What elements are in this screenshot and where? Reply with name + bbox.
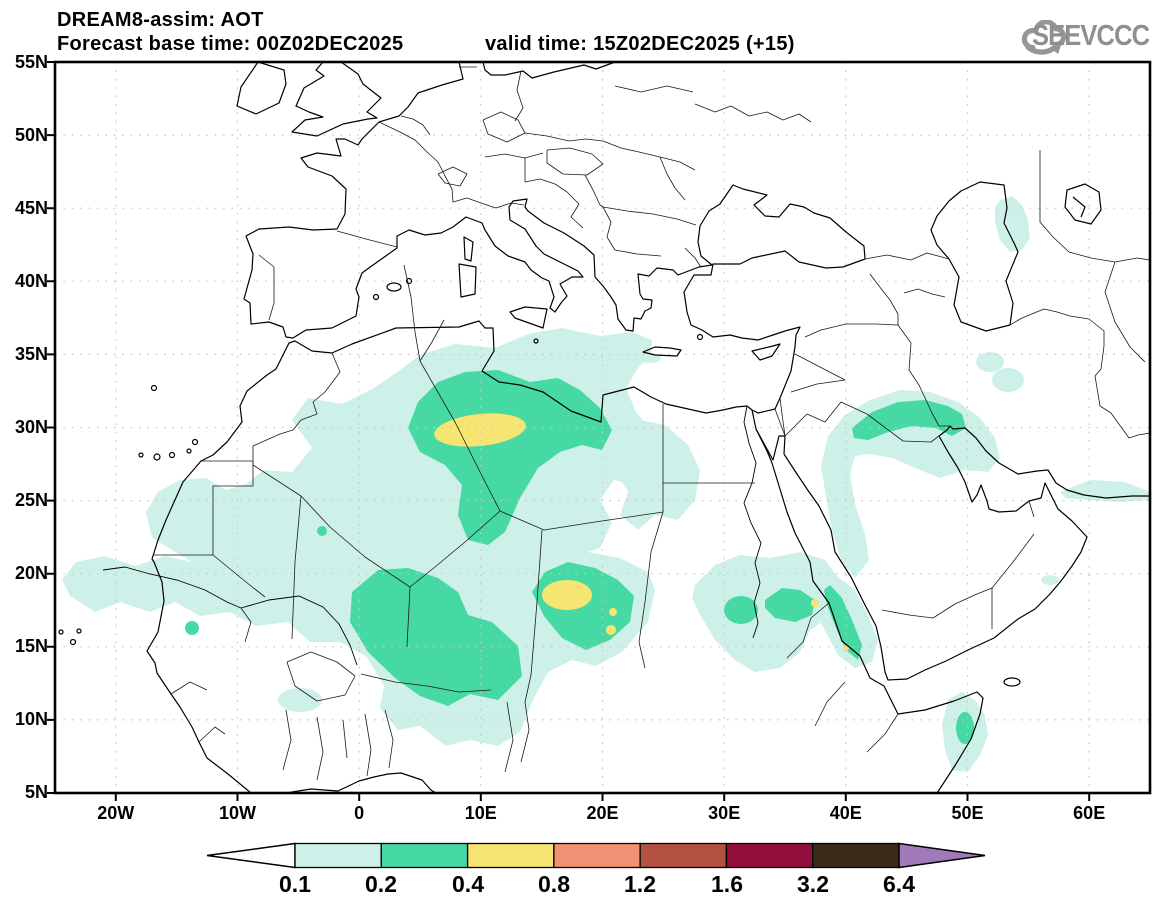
cb-label-6p4: 6.4 — [883, 871, 915, 897]
lon-label-60e: 60E — [1073, 803, 1106, 823]
country-borders — [154, 66, 1150, 781]
colorbar-seg-3 — [466, 842, 555, 869]
forecast-base-time: Forecast base time: 00Z02DEC2025 — [57, 33, 404, 55]
lat-label-35n: 35N — [14, 344, 48, 364]
logo-text: SEEVCCC — [1031, 20, 1150, 52]
colorbar-seg-2 — [380, 842, 469, 869]
cb-label-0p1: 0.1 — [279, 871, 311, 897]
aot-shade-0p1 — [62, 196, 1150, 772]
colorbar-left-arrow — [206, 842, 296, 869]
lat-label-30n: 30N — [14, 417, 48, 437]
lon-label-30e: 30E — [708, 803, 741, 823]
lon-label-20w: 20W — [97, 803, 135, 823]
cb-label-3p2: 3.2 — [797, 871, 829, 897]
lat-label-25n: 25N — [14, 490, 48, 510]
lon-label-10w: 10W — [218, 803, 257, 823]
lat-label-20n: 20N — [14, 563, 48, 583]
cb-label-0p2: 0.2 — [365, 871, 397, 897]
lat-label-5n: 5N — [24, 782, 48, 802]
lat-label-50n: 50N — [14, 125, 48, 145]
page-title: DREAM8-assim: AOT — [57, 9, 264, 31]
seevccc-logo: SEEVCCC — [1016, 20, 1150, 55]
lat-label-40n: 40N — [14, 271, 48, 291]
lon-label-10e: 10E — [464, 803, 497, 823]
lon-label-50e: 50E — [951, 803, 984, 823]
lon-label-0: 0 — [354, 803, 365, 823]
cb-label-0p8: 0.8 — [538, 871, 570, 897]
colorbar — [206, 842, 986, 869]
cb-label-1p2: 1.2 — [624, 871, 656, 897]
colorbar-seg-4 — [553, 842, 641, 869]
colorbar-seg-1 — [294, 842, 382, 869]
map-frame — [47, 60, 1152, 801]
coastlines — [58, 62, 1150, 793]
lat-label-55n: 55N — [14, 52, 48, 72]
lat-label-15n: 15N — [14, 636, 48, 656]
cb-label-1p6: 1.6 — [711, 871, 743, 897]
colorbar-seg-6 — [725, 842, 814, 869]
colorbar-right-arrow — [898, 842, 986, 869]
colorbar-seg-7 — [812, 842, 900, 869]
cloud-icon — [1021, 20, 1066, 55]
aot-shade-0p4 — [434, 413, 849, 651]
lat-label-45n: 45N — [14, 198, 48, 218]
lon-label-20e: 20E — [586, 803, 619, 823]
colorbar-seg-5 — [639, 842, 728, 869]
lat-label-10n: 10N — [14, 709, 48, 729]
graticule — [55, 62, 1150, 793]
lon-label-40e: 40E — [829, 803, 862, 823]
rivers — [102, 405, 762, 666]
valid-time: valid time: 15Z02DEC2025 (+15) — [485, 33, 795, 55]
cb-label-0p4: 0.4 — [452, 871, 484, 897]
